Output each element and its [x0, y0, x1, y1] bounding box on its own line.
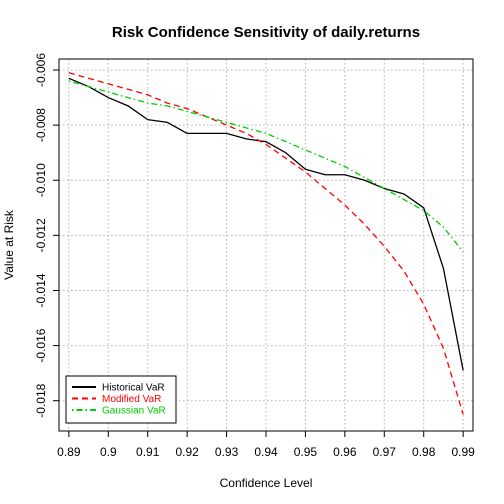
legend-label: Historical VaR [102, 383, 165, 394]
chart-title: Risk Confidence Sensitivity of daily.ret… [112, 24, 420, 41]
x-tick-label: 0.9 [100, 445, 117, 459]
x-tick-label: 0.99 [451, 445, 475, 459]
x-tick-label: 0.96 [333, 445, 357, 459]
x-tick-label: 0.95 [294, 445, 318, 459]
y-tick-label: -0.010 [34, 163, 48, 197]
x-tick-label: 0.93 [215, 445, 239, 459]
x-tick-label: 0.94 [254, 445, 278, 459]
y-tick-label: -0.016 [34, 328, 48, 362]
series-line-gaussian-var [68, 80, 464, 253]
y-tick-label: -0.014 [34, 273, 48, 307]
series-line-historical-var [68, 77, 464, 371]
y-tick-label: -0.018 [34, 383, 48, 417]
legend-label: Modified VaR [102, 394, 161, 405]
y-tick-label: -0.012 [34, 218, 48, 252]
x-axis-label: Confidence Level [220, 476, 313, 490]
series-lines [68, 72, 464, 415]
y-axis: -0.006 -0.008 -0.010 -0.012 -0.014 -0.016 -0.0… [34, 53, 59, 418]
x-tick-label: 0.92 [175, 445, 199, 459]
y-tick-label: -0.006 [34, 53, 48, 87]
y-tick-label: -0.008 [34, 108, 48, 142]
x-tick-label: 0.91 [136, 445, 160, 459]
x-axis: 0.89 0.9 0.91 0.92 0.93 0.94 0.95 0.96 0.97 0.98 0… [57, 431, 475, 459]
x-tick-label: 0.89 [57, 445, 81, 459]
series-line-modified-var [68, 72, 464, 415]
x-tick-label: 0.98 [412, 445, 436, 459]
legend-label: Gaussian VaR [102, 406, 166, 417]
x-tick-label: 0.97 [373, 445, 397, 459]
y-axis-label: Value at Risk [2, 209, 16, 280]
